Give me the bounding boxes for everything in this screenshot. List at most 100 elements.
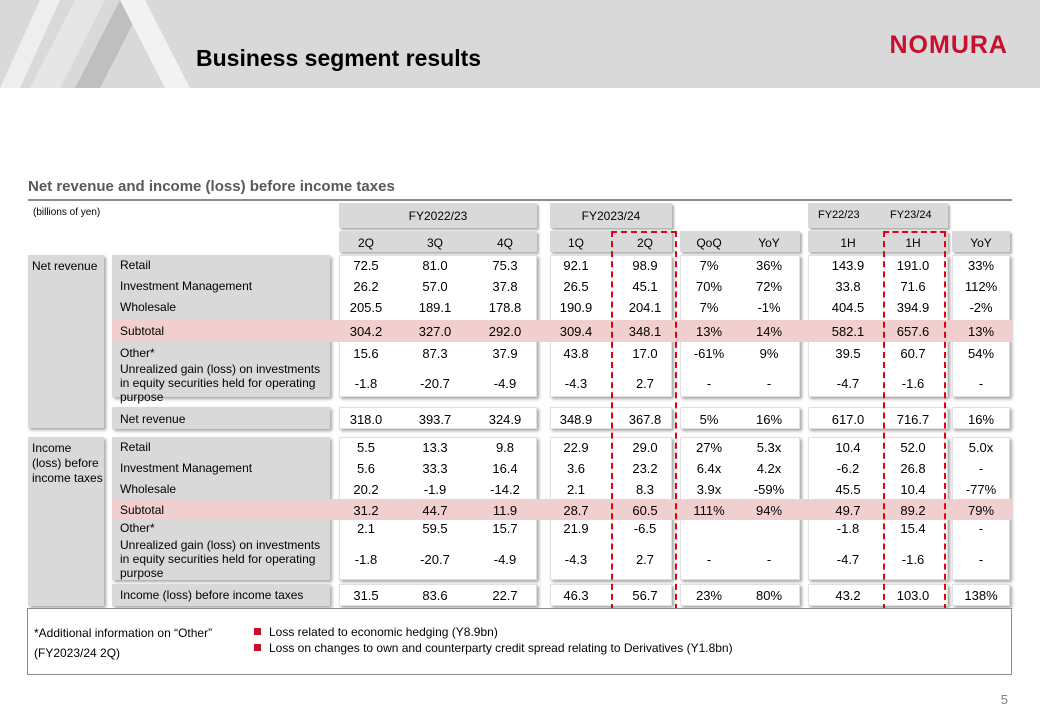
table-cell: 15.4 <box>900 521 926 536</box>
table-cell: 43.2 <box>835 588 861 603</box>
table-cell: 98.9 <box>632 258 658 273</box>
table-cell: 26.5 <box>563 279 589 294</box>
row-label: Investment Management <box>120 279 253 293</box>
table-cell: -1.8 <box>836 521 860 536</box>
table-cell: 394.9 <box>896 300 930 315</box>
table-cell: 5% <box>699 412 719 427</box>
nr-total-box-change <box>680 407 800 429</box>
page-number: 5 <box>1000 692 1008 707</box>
table-cell: 367.8 <box>628 412 662 427</box>
table-cell: 205.5 <box>349 300 383 315</box>
table-cell: - <box>978 461 984 476</box>
table-cell: 327.0 <box>418 324 452 339</box>
col-header-bar-yoy <box>952 231 1010 252</box>
note-item-text: Loss related to economic hedging (Y8.9bn… <box>269 625 498 639</box>
table-cell: 617.0 <box>831 412 865 427</box>
table-cell: - <box>978 376 984 391</box>
table-cell: -1.8 <box>354 376 378 391</box>
table-cell: 21.9 <box>563 521 589 536</box>
table-cell: 72% <box>755 279 783 294</box>
table-cell: -59% <box>753 482 785 497</box>
table-cell: 71.6 <box>900 279 926 294</box>
table-cell: 26.2 <box>353 279 379 294</box>
table-cell: 16% <box>967 412 995 427</box>
table-cell: - <box>706 552 712 567</box>
table-cell: 72.5 <box>353 258 379 273</box>
table-cell: 87.3 <box>422 346 448 361</box>
note-item: Loss on changes to own and counterparty … <box>254 641 733 655</box>
table-cell: 103.0 <box>896 588 930 603</box>
income-total-label-box <box>112 584 330 606</box>
table-cell: 716.7 <box>896 412 930 427</box>
table-cell: 92.1 <box>563 258 589 273</box>
table-cell: 9.8 <box>495 440 515 455</box>
table-cell: - <box>978 552 984 567</box>
table-cell: 45.1 <box>632 279 658 294</box>
table-cell: 10.4 <box>900 482 926 497</box>
table-cell: 33.3 <box>422 461 448 476</box>
table-cell: 29.0 <box>632 440 658 455</box>
column-header: 1H <box>840 236 856 250</box>
column-header: 3Q <box>426 236 443 250</box>
row-label: Wholesale <box>120 300 177 314</box>
table-cell: 393.7 <box>418 412 452 427</box>
table-cell: 8.3 <box>635 482 655 497</box>
table-cell: 31.5 <box>353 588 379 603</box>
table-cell: 17.0 <box>632 346 658 361</box>
inc-total-box-change <box>680 584 800 606</box>
table-cell: 54% <box>967 346 995 361</box>
nomura-logo: NOMURA <box>889 31 1008 59</box>
column-header: 1Q <box>567 236 584 250</box>
table-cell: 31.2 <box>353 503 379 518</box>
table-cell: 81.0 <box>422 258 448 273</box>
table-cell: 26.8 <box>900 461 926 476</box>
row-label: Income (loss) before income taxes <box>120 588 304 602</box>
bullet-square-icon <box>254 644 261 651</box>
nr-total-box-yoy <box>952 407 1010 429</box>
table-cell: 79% <box>967 503 995 518</box>
table-cell: -20.7 <box>420 552 450 567</box>
table-cell: 11.9 <box>492 503 518 518</box>
note-item-text: Loss on changes to own and counterparty … <box>269 641 733 655</box>
table-cell: -61% <box>693 346 725 361</box>
table-cell: 60.5 <box>632 503 658 518</box>
table-cell: 190.9 <box>559 300 593 315</box>
col-header-bar-half <box>808 231 948 252</box>
table-cell: 44.7 <box>422 503 448 518</box>
table-cell: 43.8 <box>563 346 589 361</box>
table-cell: -6.2 <box>836 461 860 476</box>
table-cell: -4.9 <box>493 376 517 391</box>
table-cell: 582.1 <box>831 324 865 339</box>
table-cell: 33% <box>967 258 995 273</box>
table-cell: -14.2 <box>490 482 520 497</box>
inc-total-box-yoy <box>952 584 1010 606</box>
col-header-bar-fy2022 <box>339 231 537 252</box>
note-item: Loss related to economic hedging (Y8.9bn… <box>254 625 498 639</box>
table-cell: 14% <box>755 324 783 339</box>
group-header-fy23h: FY23/24 <box>890 209 932 221</box>
slide-header: Business segment results NOMURA <box>0 0 1040 88</box>
unit-label: (billions of yen) <box>33 207 101 218</box>
table-cell: - <box>766 552 772 567</box>
table-cell: 27% <box>695 440 723 455</box>
row-label: Net revenue <box>120 412 186 426</box>
table-cell: 309.4 <box>559 324 593 339</box>
column-header: 2Q <box>636 236 653 250</box>
inc-total-box-fy2022 <box>339 584 537 606</box>
table-cell: 4.2x <box>756 461 782 476</box>
table-cell: 15.6 <box>353 346 379 361</box>
row-label: Investment Management <box>120 461 253 475</box>
row-label: Retail <box>120 258 151 272</box>
table-cell: 2.1 <box>356 521 376 536</box>
table-cell: 22.7 <box>492 588 518 603</box>
table-cell: 59.5 <box>422 521 448 536</box>
table-cell: 94% <box>755 503 783 518</box>
subtotal-band-net-revenue <box>112 320 1012 342</box>
table-cell: 2.7 <box>635 552 655 567</box>
table-cell: 57.0 <box>422 279 448 294</box>
table-cell: 5.0x <box>968 440 994 455</box>
row-label: Wholesale <box>120 482 177 496</box>
table-cell: 46.3 <box>563 588 589 603</box>
table-cell: 404.5 <box>831 300 865 315</box>
table-cell: - <box>978 521 984 536</box>
